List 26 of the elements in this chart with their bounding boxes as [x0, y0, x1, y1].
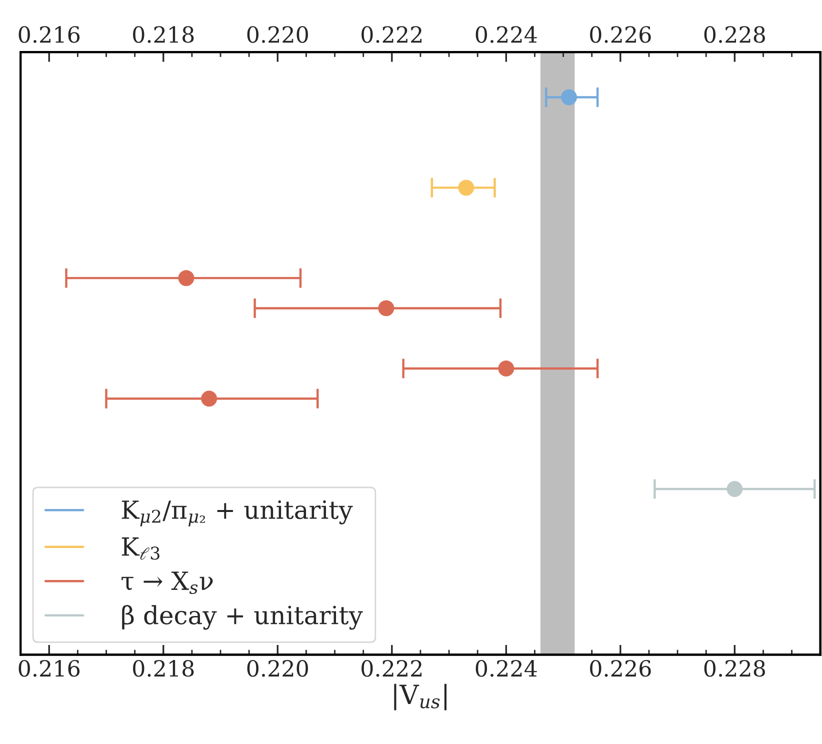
- x-tick-label: 0.226: [590, 660, 651, 677]
- x-tick-label: 0.220: [247, 660, 308, 677]
- x2-tick-label: 0.226: [590, 26, 651, 43]
- x2-tick-label: 0.224: [476, 26, 537, 43]
- x-tick-label: 0.228: [704, 660, 765, 677]
- x2-tick-label: 0.216: [18, 26, 80, 43]
- x-tick-label: 0.218: [133, 660, 194, 677]
- x-axis-title: |V$_{us}$|: [394, 684, 447, 710]
- x-tick-label: 0.224: [476, 660, 537, 677]
- x-tick-label: 0.216: [18, 660, 80, 677]
- legend-label: K$_{ℓ3}$: [122, 537, 160, 560]
- legend-label: τ → X$_{s}$ν: [122, 572, 213, 594]
- x2-tick-label: 0.220: [247, 26, 308, 43]
- point: [498, 360, 514, 376]
- point: [561, 89, 577, 106]
- x2-tick-label: 0.228: [704, 26, 765, 43]
- point: [178, 270, 194, 286]
- point: [378, 300, 394, 316]
- x-tick-label: 0.222: [362, 660, 422, 677]
- x2-tick-label: 0.218: [133, 26, 194, 43]
- x2-tick-label: 0.222: [362, 26, 422, 43]
- point: [201, 390, 218, 407]
- point: [458, 180, 474, 196]
- legend-label: β decay + unitarity: [122, 605, 363, 630]
- legend-label: K$_{μ2}$/π$_{μ₂}$ + unitarity: [122, 500, 353, 526]
- point: [726, 481, 743, 497]
